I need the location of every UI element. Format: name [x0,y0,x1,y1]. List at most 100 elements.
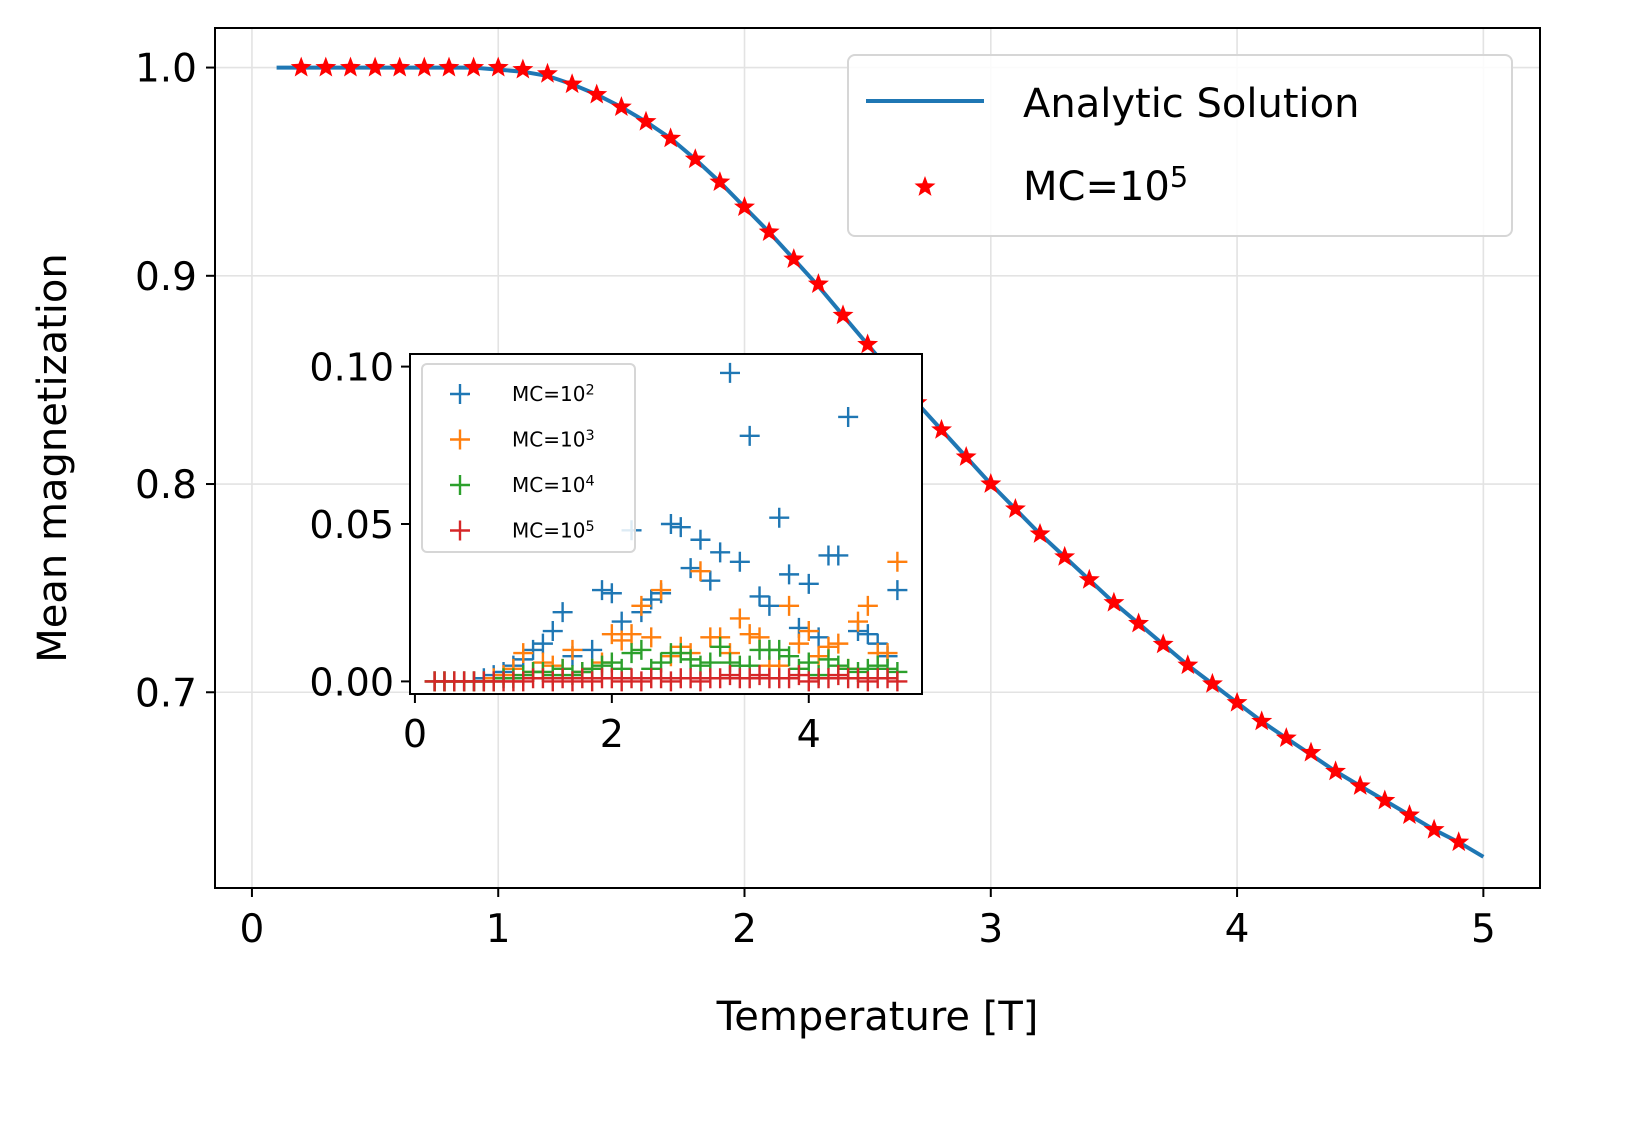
inset-point-series-2 [848,611,868,632]
inset-point-series-3 [710,636,731,657]
main-legend: Analytic Solution MC=105 [847,54,1513,237]
mc-1e5-star-point [512,58,534,79]
inset-point-series-3 [798,652,819,673]
mc-1e5-star-point [1374,789,1396,810]
mc-1e5-star-point [1005,498,1026,518]
inset-legend-label: MC=102 [512,382,595,406]
mc-1e5-star-point [1399,804,1420,824]
x-tick-label: 1 [486,907,511,952]
x-axis-title: Temperature [T] [716,994,1039,1040]
mc-1e5-star-point [561,73,583,94]
inset-point-series-3 [779,646,800,667]
inset-point-series-1 [857,624,878,645]
inset-x-tick-label: 2 [600,712,624,756]
mc-1e5-star-point [1300,741,1322,762]
mc-1e5-star-point [290,56,312,77]
mc-1e5-star-point [955,446,977,466]
mc-1e5-star-point [364,56,386,77]
inset-legend-swatch [450,475,470,495]
inset-point-series-4 [582,671,603,692]
mc-1e5-star-point [537,62,558,83]
inset-point-series-1 [779,564,800,585]
inset-point-series-1 [542,621,563,642]
inset-point-series-2 [857,595,878,616]
inset-point-series-2 [513,643,534,664]
legend-label-mc-base: MC=10 [1023,164,1170,210]
inset-legend-label: MC=104 [512,473,595,497]
mc-1e5-star-point [1103,591,1125,612]
inset-point-series-1 [660,514,681,534]
inset-point-series-2 [779,595,800,616]
mc-1e5-star-point [1177,654,1199,675]
mc-1e5-star-point [1423,818,1445,839]
mc-1e5-star-point [1128,612,1149,633]
inset-legend-label: MC=105 [512,519,595,543]
inset-legend-label: MC=103 [512,428,595,452]
mc-1e5-star-point [487,56,509,77]
inset-point-series-1 [720,362,740,383]
main-axes-frame [214,27,1541,889]
mc-1e5-star-point [807,273,829,293]
inset-y-tick-label: 0.05 [309,503,394,547]
mc-1e5-star-point [315,56,337,77]
inset-legend-label-base: MC=10 [512,428,585,452]
mc-1e5-star-point [463,56,485,77]
inset-point-series-4 [631,671,652,692]
inset-point-series-4 [611,671,632,692]
mc-1e5-star-point [1448,831,1470,852]
inset-point-series-4 [532,668,553,689]
inset-point-series-1 [798,573,819,594]
inset-point-series-4 [542,671,563,692]
inset-point-series-4 [660,671,681,692]
inset-point-series-1 [759,595,780,616]
mc-1e5-star-point [980,473,1002,493]
inset-point-series-4 [601,668,622,689]
inset-point-series-4 [513,671,534,692]
mc-1e5-star-point [1078,568,1100,589]
inset-point-series-1 [601,583,622,604]
inset-point-series-4 [651,668,672,689]
inset-point-series-1 [611,611,632,632]
mc-1e5-star-point [832,304,854,325]
inset-point-series-4 [710,668,731,689]
mc-1e5-star-point [586,83,608,104]
inset-point-series-3 [631,639,652,660]
mc-1e5-star-point [734,196,755,216]
mc-1e5-star-point [1275,727,1297,747]
inset-point-series-1 [739,425,760,446]
mc-1e5-star-point [1349,775,1371,795]
inset-point-series-2 [729,608,750,629]
inset-point-series-1 [552,602,573,623]
mc-1e5-star-point [783,248,805,268]
inset-legend-swatch [450,429,470,450]
inset-point-series-2 [621,624,642,645]
inset-point-series-2 [641,627,662,648]
mc-1e5-star-point [709,171,731,191]
inset-point-series-4 [680,668,701,689]
inset-point-series-1 [710,542,731,563]
y-axis-title: Mean magnetization [30,253,76,662]
inset-point-series-2 [690,561,711,582]
inset-point-series-2 [631,595,652,616]
inset-point-series-4 [798,671,819,692]
inset-legend-swatch [450,384,470,404]
mc-1e5-star-point [1152,633,1174,654]
mc-1e5-star-point [684,148,706,169]
inset-point-series-1 [700,570,721,591]
mc-1e5-star-point [635,110,657,131]
mc-1e5-star-point [1054,545,1076,566]
legend-box [847,54,1513,237]
mc-1e5-star-point [1325,760,1346,781]
inset-legend-label-base: MC=10 [512,382,585,406]
mc-1e5-star-point [660,127,682,148]
x-tick-label: 0 [240,907,265,952]
mc-1e5-star-point [931,418,952,439]
mc-1e5-star-point [1226,691,1248,712]
inset-point-series-2 [828,633,849,654]
inset-point-series-1 [729,551,750,572]
inset-y-tick-label: 0.00 [309,660,394,704]
inset-x-tick-label: 4 [797,712,821,756]
inset-point-series-1 [769,507,790,528]
y-tick-label: 0.7 [135,671,197,716]
legend-label-mc-exponent: 5 [1170,160,1188,194]
